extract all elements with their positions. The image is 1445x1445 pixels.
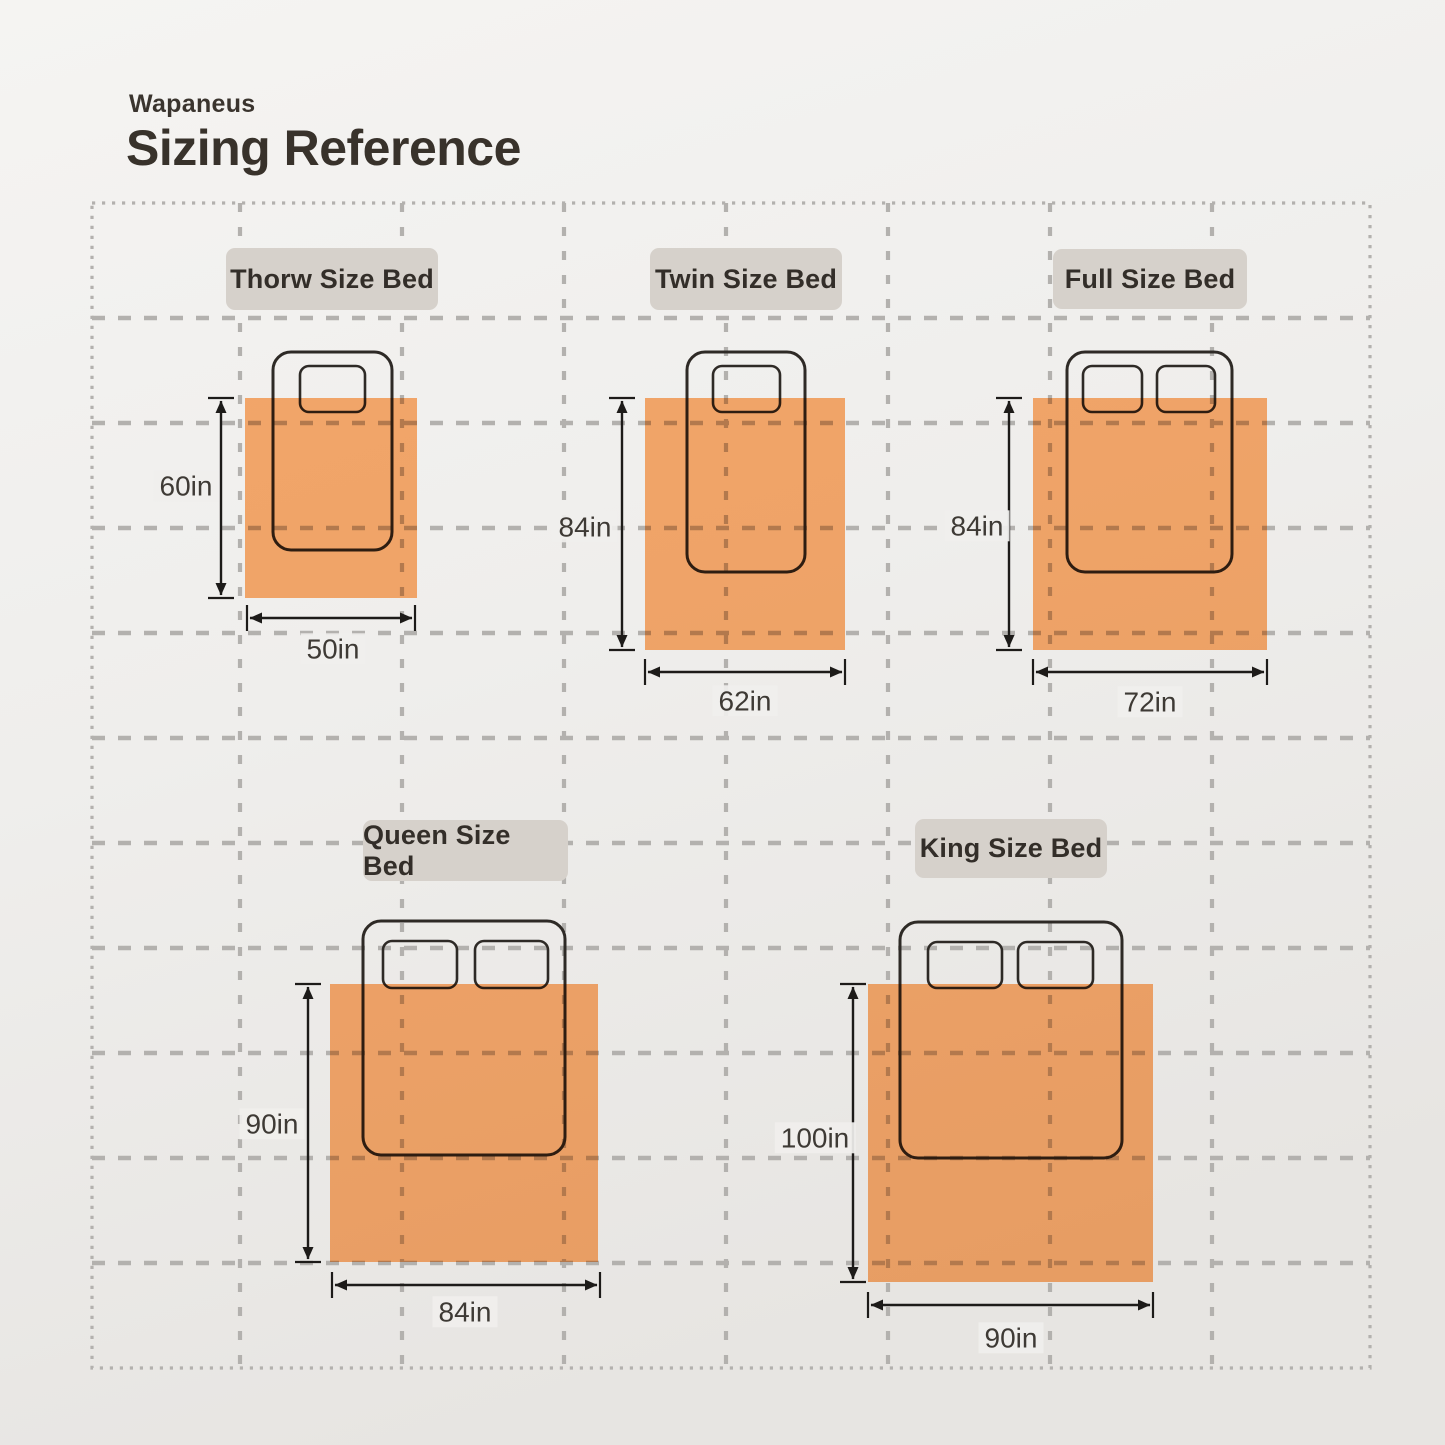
brand-name: Wapaneus [129,90,256,118]
dim-height-queen: 90in [239,1108,305,1140]
arrowhead-up-icon [1003,400,1015,413]
blanket-area [245,398,417,598]
blanket-area [1033,398,1267,650]
arrowhead-left-icon [334,1279,347,1291]
dim-width-full: 72in [1117,686,1183,718]
arrowhead-down-icon [302,1247,314,1260]
grid-border [90,201,1372,1370]
arrowhead-down-icon [215,583,227,596]
blanket-area [645,398,845,650]
dim-height-throw: 60in [153,470,219,502]
bed-diagram-king [840,920,1155,1318]
bed-label-full: Full Size Bed [1053,249,1247,309]
arrowhead-right-icon [585,1279,598,1291]
arrowhead-up-icon [847,986,859,999]
bed-diagram-throw [208,350,417,631]
bed-diagram-twin [609,350,847,685]
arrowhead-left-icon [647,666,660,678]
arrowhead-right-icon [400,612,413,624]
bed-label-queen: Queen Size Bed [363,820,568,881]
arrowhead-down-icon [1003,635,1015,648]
dim-width-throw: 50in [300,633,366,665]
arrowhead-right-icon [1252,666,1265,678]
dim-height-full: 84in [944,510,1010,542]
blanket-area [330,984,598,1262]
bed-diagram-full [996,350,1269,685]
bed-label-twin: Twin Size Bed [650,248,842,310]
dim-width-king: 90in [978,1322,1044,1354]
bed-label-king: King Size Bed [915,819,1107,878]
arrowhead-up-icon [215,400,227,413]
bed-diagram-queen [295,919,602,1298]
blanket-area [868,984,1153,1282]
page-title: Sizing Reference [126,120,521,176]
arrowhead-up-icon [302,986,314,999]
dim-height-twin: 84in [552,511,618,543]
dim-width-twin: 62in [712,685,778,717]
arrowhead-right-icon [1138,1299,1151,1311]
dim-width-queen: 84in [432,1296,498,1328]
bed-label-throw: Thorw Size Bed [226,248,438,310]
arrowhead-down-icon [847,1267,859,1280]
arrowhead-up-icon [616,400,628,413]
arrowhead-left-icon [1035,666,1048,678]
arrowhead-down-icon [616,635,628,648]
arrowhead-right-icon [830,666,843,678]
dim-height-king: 100in [774,1122,856,1154]
arrowhead-left-icon [249,612,262,624]
arrowhead-left-icon [870,1299,883,1311]
